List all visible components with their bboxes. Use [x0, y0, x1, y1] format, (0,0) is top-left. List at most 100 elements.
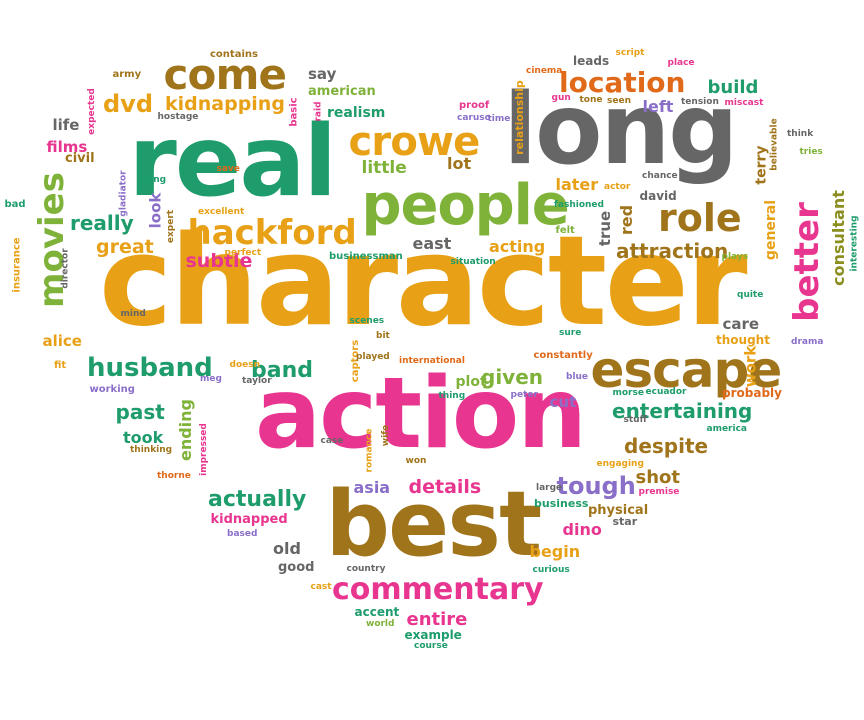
word: drama [791, 336, 824, 347]
word: realism [327, 105, 386, 121]
word: america [706, 423, 748, 434]
word: international [399, 355, 465, 366]
word: terry [753, 145, 770, 185]
word: better [786, 202, 827, 322]
word: going [137, 174, 167, 185]
word: cinema [526, 65, 563, 76]
word: accent [354, 605, 400, 619]
word: premise [638, 486, 680, 497]
word: tension [681, 96, 719, 107]
word: director [60, 247, 71, 289]
word: say [308, 64, 337, 83]
word: expert [165, 209, 176, 243]
word: really [70, 211, 134, 235]
word: look [146, 192, 165, 228]
word: gladiator [118, 169, 129, 217]
word: world [366, 618, 395, 629]
word: wife [380, 424, 391, 446]
word: insurance [11, 237, 23, 293]
word: past [115, 400, 165, 424]
word: bad [4, 199, 26, 210]
word: husband [87, 353, 213, 383]
word: excellent [198, 206, 245, 217]
word: details [408, 475, 482, 498]
word: commentary [332, 572, 544, 607]
word: cut [549, 392, 577, 411]
word: entertaining [612, 399, 753, 423]
word: general [763, 199, 780, 261]
word: example [404, 628, 462, 642]
word: work [741, 345, 760, 387]
word: case [320, 435, 344, 446]
word: american [308, 83, 376, 99]
word: band [251, 358, 314, 383]
word: east [412, 234, 452, 253]
word: cast [310, 581, 332, 592]
word: peter [510, 389, 538, 400]
word: quite [737, 289, 764, 300]
word: star [612, 514, 638, 528]
word: believable [769, 117, 780, 171]
word: army [112, 69, 142, 80]
word: tough [556, 472, 636, 500]
word: working [89, 384, 135, 395]
word: businessman [329, 251, 403, 262]
word: life [52, 115, 80, 134]
word: later [555, 175, 599, 194]
word: subtle [185, 249, 253, 272]
word: engaging [596, 458, 644, 469]
word: david [639, 189, 677, 203]
word: good [278, 559, 315, 575]
word: constantly [533, 350, 593, 361]
word: miscast [724, 97, 764, 108]
word: won [405, 455, 427, 466]
word: tone [579, 94, 603, 105]
word: best [325, 472, 543, 577]
word: course [414, 640, 448, 651]
word: thinking [130, 444, 173, 455]
word: time [487, 113, 511, 124]
word: scenes [349, 315, 385, 326]
word: taylor [242, 375, 272, 386]
word: interesting [849, 214, 860, 272]
word: real [128, 105, 338, 219]
word: raid [313, 100, 324, 122]
word: attraction [616, 239, 729, 263]
word: despite [624, 434, 709, 458]
word: true [595, 210, 614, 246]
word: contains [210, 49, 258, 60]
word: dino [562, 520, 602, 539]
word: people [361, 173, 570, 238]
word: curious [532, 564, 570, 575]
word: felt [555, 225, 575, 236]
word: begin [529, 542, 581, 561]
word: large [536, 482, 563, 493]
word: hackford [187, 213, 357, 253]
word: fit [54, 360, 67, 371]
word: chance [642, 170, 678, 181]
word: based [227, 528, 258, 539]
word: fashioned [554, 199, 604, 210]
word: location [559, 66, 686, 99]
word: leads [573, 54, 610, 68]
word: action [255, 357, 587, 471]
word: took [123, 428, 164, 447]
word: doesn [229, 359, 261, 370]
word: stuff [623, 414, 647, 425]
word: romance [364, 428, 375, 472]
word: come [163, 50, 287, 99]
word: care [722, 314, 760, 333]
word: blue [566, 371, 589, 382]
word: left [642, 97, 674, 116]
word: think [787, 128, 814, 139]
word: ecuador [645, 386, 687, 397]
word: kidnapped [210, 511, 288, 527]
word: gun [551, 92, 571, 103]
word: shot [635, 467, 681, 488]
word: alice [42, 331, 82, 350]
word: given [481, 365, 544, 389]
word: asia [353, 478, 391, 497]
word: consultant [828, 190, 848, 286]
word: entire [406, 609, 468, 630]
word: caruso [457, 112, 491, 123]
